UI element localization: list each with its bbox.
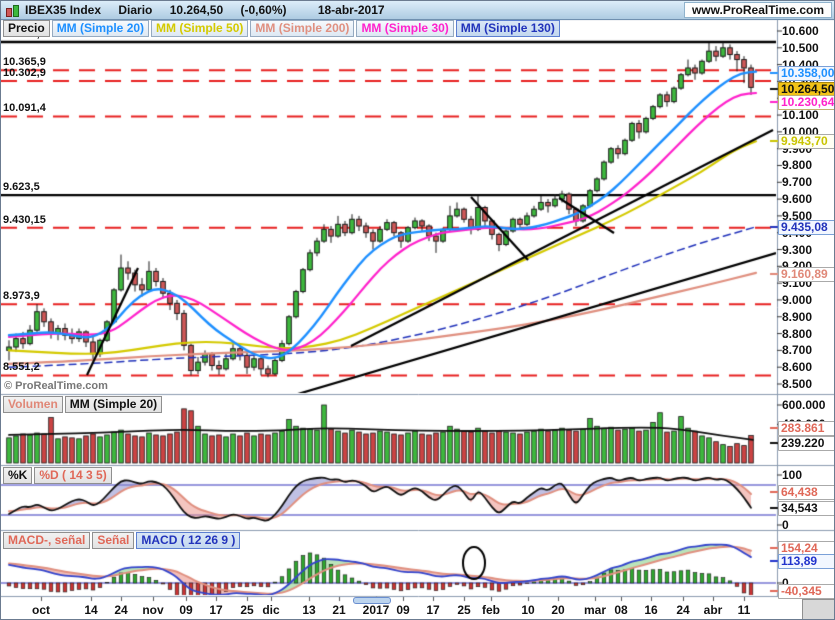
stoch-axis-label: 0 [782,518,789,532]
axis-badge: 113,89 [778,554,834,569]
stoch-axis-label: 100 [782,468,803,482]
price-axis-label: 9.600 [782,192,813,207]
prorealtime-site-link[interactable]: www.ProRealTime.com [683,2,832,18]
price-axis-label: 8.900 [782,309,813,324]
level-label: 10.091,4 [3,102,46,115]
x-axis-label: nov [142,603,164,617]
axis-badge: 9.160,89 [778,267,834,282]
legend-chip-macd-12-26-9-[interactable]: MACD ( 12 26 9 ) [136,532,241,549]
level-label: 10.302,9 [3,66,46,79]
header-bar: IBEX35 Index Diario 10.264,50 (-0,60%) 1… [1,1,834,20]
x-axis-label: 14 [84,603,98,617]
price-axis-label: 8.500 [782,377,813,391]
x-axis-label: 11 [737,603,751,617]
axis-badge: -40,345 [778,584,834,599]
x-axis-label: oct [32,603,50,617]
x-axis-label: 13 [302,603,316,617]
instrument-name: IBEX35 Index [25,3,102,17]
x-axis-label: mar [583,603,607,617]
corner-box-button[interactable] [802,599,834,619]
level-label: 9.430,15 [3,213,46,226]
level-label: 9.623,5 [3,181,40,194]
x-axis-label: 20 [551,603,565,617]
price-axis-label: 8.700 [782,343,813,358]
stochastic-pane-legend: %K %D ( 14 3 5) [3,467,112,484]
price-axis-label: 9.800 [782,158,813,173]
price-axis-label: 10.500 [782,40,819,55]
axis-badge: 283.861 [778,421,834,436]
price-axis-label: 10.600 [782,24,819,38]
x-axis-label: 17 [209,603,223,617]
x-axis-label: 09 [396,603,410,617]
x-axis-label: 25 [240,603,254,617]
legend-chip-mm-simple-20-[interactable]: MM (Simple 20) [51,20,150,37]
level-label: 8.973,9 [3,290,40,303]
x-axis-label: 09 [179,603,193,617]
session-date: 18-abr-2017 [317,3,385,17]
x-axis-label: dic [262,603,280,617]
legend-chip-volumen[interactable]: Volumen [3,396,63,413]
legend-chip-mm-simple-30-[interactable]: MM (Simple 30) [356,20,454,37]
legend-chip-mm-simple-50-[interactable]: MM (Simple 50) [151,20,249,37]
price-axis-label: 9.000 [782,292,813,307]
price-axis-label: 9.700 [782,175,813,190]
axis-badge: 9.435,08 [778,220,834,235]
macd-axis-label: 0 [782,576,789,590]
x-axis-label: 24 [114,603,128,617]
price-axis-label: 10.100 [782,108,819,123]
legend-chip-mm-simple-20-[interactable]: MM (Simple 20) [64,396,163,413]
axis-badge: 10.358,00 [778,66,834,81]
timeframe-label: Diario [118,3,153,17]
legend-chip-%k[interactable]: %K [3,467,33,484]
x-axis-label: 16 [644,603,658,617]
last-price-and-change: 10.264,50 (-0,60%) [169,3,287,17]
watermark: © ProRealTime.com [4,380,108,392]
price-axis-label: 8.600 [782,360,813,375]
price-axis-label: 9.300 [782,242,813,257]
x-axis-label: 10 [521,603,535,617]
axis-badge: 239.220 [778,436,834,451]
price-axis-label: 9.500 [782,208,813,223]
legend-chip-mm-simple-130-[interactable]: MM (Simple 130) [455,20,560,37]
x-axis-label: 17 [426,603,440,617]
x-axis-label: 21 [332,603,346,617]
volume-axis-label: 600.000 [782,398,826,412]
x-axis-label: 08 [614,603,628,617]
x-axis-label: abr [703,603,723,617]
legend-chip-%d-14-3-5-[interactable]: %D ( 14 3 5) [34,467,112,484]
axis-badge: 154,24 [778,541,834,556]
time-scrollbar-thumb[interactable] [353,597,391,604]
legend-chip-se-al[interactable]: Señal [92,532,135,549]
legend-chip-macd-se-al[interactable]: MACD-, señal [3,532,91,549]
x-axis-label: feb [482,603,500,617]
axis-badge: 10.230,64 [778,95,834,110]
axis-badge: 10.264,50 [778,82,834,97]
x-axis-label: 2017 [362,603,390,617]
level-label: 10.365,9 [3,56,46,69]
price-pane-legend: Precio MM (Simple 20) MM (Simple 50) MM (Si… [3,20,560,37]
x-axis-label: 24 [676,603,690,617]
axis-badge: 34,543 [778,501,834,516]
level-label: 8.551,2 [3,361,40,374]
axis-badge: 64,438 [778,485,834,500]
legend-chip-mm-simple-200-[interactable]: MM (Simple 200) [250,20,355,37]
price-axis-label: 8.800 [782,326,813,341]
candlestick-icon [6,4,20,18]
volume-pane-legend: Volumen MM (Simple 20) [3,396,163,413]
axis-badge: 9.943,70 [778,134,834,149]
legend-chip-precio[interactable]: Precio [3,20,50,37]
macd-pane-legend: MACD-, señal Señal MACD ( 12 26 9 ) [3,532,241,549]
x-axis-label: 25 [457,603,471,617]
